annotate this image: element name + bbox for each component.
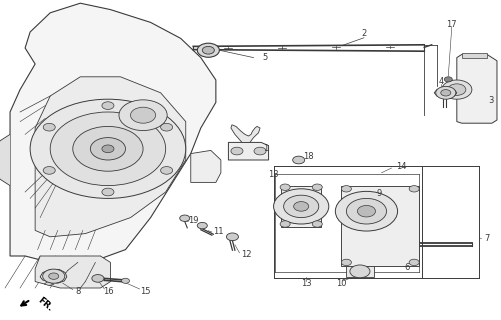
Circle shape [160,123,172,131]
Text: 7: 7 [483,234,488,243]
Circle shape [197,222,207,229]
Circle shape [226,233,238,241]
Polygon shape [341,186,418,266]
Circle shape [202,46,214,54]
Circle shape [341,259,351,266]
Circle shape [119,100,167,131]
Circle shape [346,198,386,224]
Text: 5: 5 [262,53,267,62]
Circle shape [341,186,351,192]
Circle shape [312,221,322,227]
Polygon shape [228,142,268,160]
Text: 9: 9 [376,189,381,198]
Polygon shape [10,3,215,262]
Polygon shape [40,269,67,283]
Circle shape [160,167,172,174]
Circle shape [440,90,450,96]
Circle shape [273,189,328,224]
Circle shape [102,145,114,153]
Text: 15: 15 [140,287,150,296]
Circle shape [435,86,455,99]
Circle shape [280,221,290,227]
Circle shape [73,126,143,171]
Polygon shape [190,150,220,182]
Polygon shape [433,88,456,98]
Circle shape [349,265,369,278]
Text: 18: 18 [303,152,314,161]
Circle shape [50,112,165,186]
Circle shape [335,191,397,231]
Text: 8: 8 [75,287,80,296]
Polygon shape [281,186,321,227]
Circle shape [280,184,290,190]
Text: 12: 12 [240,250,250,259]
Circle shape [441,80,471,99]
Circle shape [408,186,418,192]
Polygon shape [456,54,496,123]
Circle shape [49,273,59,279]
Circle shape [230,147,242,155]
Circle shape [102,102,114,109]
Circle shape [443,77,451,82]
Polygon shape [230,125,260,142]
Polygon shape [35,256,110,288]
Text: 11: 11 [213,228,223,236]
Circle shape [292,156,304,164]
Circle shape [92,275,104,282]
Text: 6: 6 [403,263,408,272]
Text: 13: 13 [300,279,311,288]
Circle shape [30,99,185,198]
Circle shape [121,278,129,284]
Text: 1: 1 [263,144,268,153]
Text: 10: 10 [336,279,346,288]
Circle shape [357,205,375,217]
Circle shape [130,107,155,123]
Text: 17: 17 [445,20,456,28]
Circle shape [312,184,322,190]
Circle shape [43,269,65,283]
Text: FR.: FR. [36,295,55,313]
Circle shape [102,188,114,196]
Circle shape [293,202,308,211]
Circle shape [447,84,465,95]
Circle shape [179,215,189,221]
Polygon shape [35,77,185,237]
Circle shape [90,138,125,160]
Circle shape [197,43,219,57]
Text: 19: 19 [188,216,198,225]
Text: 4: 4 [437,77,442,86]
Polygon shape [0,134,10,186]
Polygon shape [346,266,373,277]
Text: 16: 16 [102,287,113,296]
Text: 2: 2 [361,29,366,38]
Text: 3: 3 [487,96,492,105]
Circle shape [283,195,318,218]
Text: 14: 14 [396,162,406,171]
Polygon shape [44,282,54,285]
Circle shape [43,166,55,174]
Circle shape [408,259,418,266]
Polygon shape [461,53,486,58]
Circle shape [43,123,55,131]
Text: 13: 13 [268,170,279,179]
Circle shape [254,147,266,155]
